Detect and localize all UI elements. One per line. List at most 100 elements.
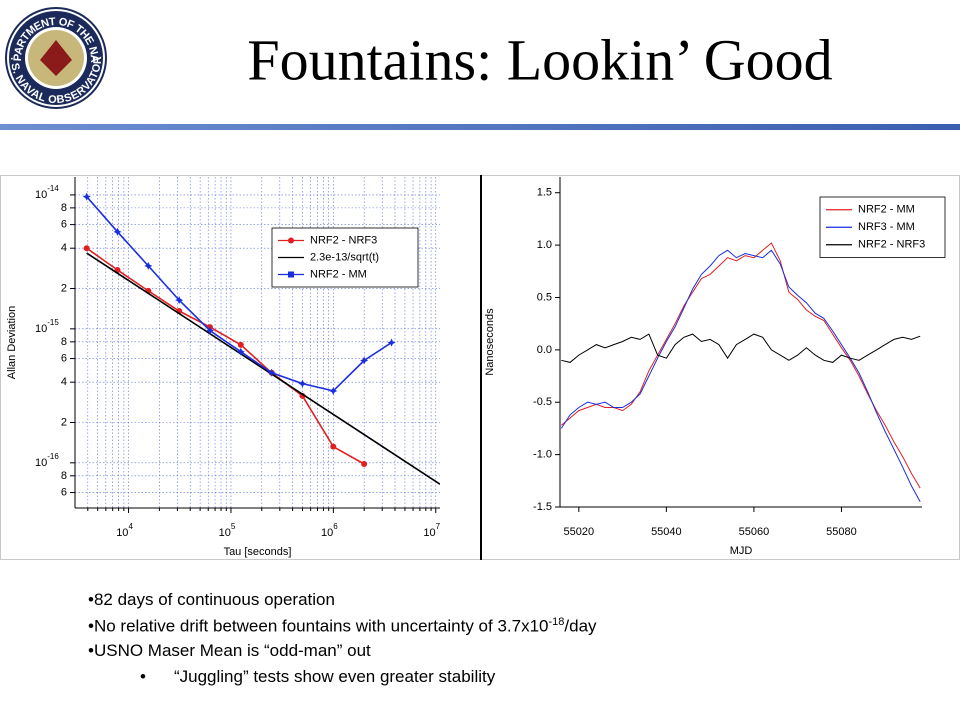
data-point bbox=[329, 386, 338, 395]
bullet-text: No relative drift between fountains with… bbox=[93, 616, 549, 636]
data-point bbox=[205, 326, 214, 335]
tick-label: 2 bbox=[61, 416, 67, 428]
tick-label: 55060 bbox=[739, 526, 770, 538]
data-point bbox=[267, 368, 276, 377]
series-line bbox=[86, 247, 365, 465]
bullet-text: “Juggling” tests show even greater stabi… bbox=[173, 666, 496, 686]
data-point bbox=[113, 227, 122, 236]
bullet-marker: • bbox=[88, 590, 94, 609]
series-line bbox=[560, 242, 921, 489]
bullet: • “Juggling” tests show even greater stab… bbox=[140, 667, 495, 687]
tick-label: 6 bbox=[61, 219, 67, 231]
bullet-marker: • bbox=[88, 616, 94, 636]
tick-label-base: 6 bbox=[61, 486, 67, 498]
data-point bbox=[175, 296, 184, 305]
tick-label: 8 bbox=[61, 336, 67, 348]
x-axis-label: MJD bbox=[730, 545, 753, 557]
y-axis-label: Allan Deviation bbox=[6, 306, 18, 379]
tick-label-base: 10 bbox=[35, 323, 47, 335]
legend-label: NRF3 - MM bbox=[858, 221, 915, 233]
tick-label-base: 10 bbox=[423, 527, 435, 539]
tick-label: 0.5 bbox=[537, 291, 552, 303]
data-point bbox=[236, 347, 245, 356]
data-point bbox=[360, 356, 369, 365]
tick-label: -1.5 bbox=[533, 501, 552, 513]
tick-label-base: 2 bbox=[61, 416, 67, 428]
data-point bbox=[82, 192, 91, 201]
legend-label: NRF2 - NRF3 bbox=[310, 234, 377, 246]
tick-label-base: 4 bbox=[61, 376, 67, 388]
tick-label-base: 10 bbox=[321, 527, 333, 539]
data-point bbox=[387, 338, 396, 347]
tick-label: 10-14 bbox=[35, 184, 59, 201]
tick-label-base: 10 bbox=[219, 527, 231, 539]
tick-label-base: 0.0 bbox=[537, 344, 552, 356]
logo: DEPARTMENT OF THE NAVY U. S. NAVAL OBSER… bbox=[0, 0, 107, 109]
legend-marker bbox=[288, 271, 294, 278]
data-point bbox=[330, 443, 337, 450]
tick-label-exponent: -16 bbox=[47, 452, 59, 461]
tick-label: 6 bbox=[61, 486, 67, 498]
plot-area bbox=[82, 192, 440, 485]
data-point bbox=[144, 261, 153, 270]
tick-label-base: 8 bbox=[61, 336, 67, 348]
bullet: •USNO Maser Mean is “odd-man” out bbox=[88, 641, 371, 661]
tick-label-exponent: -14 bbox=[47, 184, 59, 193]
tick-label: 55040 bbox=[651, 526, 682, 538]
tick-label: -1.0 bbox=[533, 449, 552, 461]
tick-label: 1.5 bbox=[537, 187, 552, 199]
tick-label-base: 6 bbox=[61, 352, 67, 364]
tick-label: 4 bbox=[61, 376, 67, 388]
tick-label: 8 bbox=[61, 202, 67, 214]
data-point bbox=[83, 245, 90, 252]
bullet: •82 days of continuous operation bbox=[88, 590, 335, 610]
bullet-marker: • bbox=[88, 641, 94, 660]
bullet-text: /day bbox=[564, 616, 597, 636]
data-point bbox=[361, 460, 368, 467]
tick-label: 107 bbox=[423, 522, 440, 539]
tick-label-base: 4 bbox=[61, 242, 67, 254]
tick-label-exponent: 7 bbox=[436, 522, 441, 531]
tick-label: 104 bbox=[116, 522, 133, 539]
legend-label: NRF2 - NRF3 bbox=[858, 239, 925, 251]
tick-label-base: 10 bbox=[35, 457, 47, 469]
legend-label: 2.3e-13/sqrt(t) bbox=[310, 251, 379, 263]
tick-label-base: 10 bbox=[116, 527, 128, 539]
tick-label-base: 8 bbox=[61, 202, 67, 214]
data-point bbox=[237, 341, 244, 348]
tick-label: 1.0 bbox=[537, 239, 552, 251]
tick-label-base: 8 bbox=[61, 470, 67, 482]
series-line bbox=[560, 249, 921, 503]
y-axis-label: Nanoseconds bbox=[484, 308, 496, 376]
legend-marker bbox=[288, 237, 294, 244]
bullet-superscript: -18 bbox=[548, 615, 565, 628]
bullet-text: USNO Maser Mean is “odd-man” out bbox=[93, 641, 371, 660]
tick-label-exponent: 5 bbox=[231, 522, 236, 531]
x-axis-label: Tau [seconds] bbox=[224, 546, 292, 558]
tick-label: 4 bbox=[61, 242, 67, 254]
bullet-text: 82 days of continuous operation bbox=[93, 590, 335, 609]
tick-label-base: 10 bbox=[35, 189, 47, 201]
tick-label-exponent: -15 bbox=[47, 318, 59, 327]
legend-label: NRF2 - MM bbox=[310, 268, 367, 280]
tick-label: 8 bbox=[61, 470, 67, 482]
tick-label: 55080 bbox=[826, 526, 857, 538]
tick-label-base: 6 bbox=[61, 219, 67, 231]
tick-label-exponent: 4 bbox=[128, 522, 133, 531]
bullet: •No relative drift between fountains wit… bbox=[88, 616, 597, 637]
series-line bbox=[86, 196, 392, 392]
tick-label: 0.0 bbox=[537, 344, 552, 356]
bullet-marker: • bbox=[140, 666, 146, 686]
tick-label: 2 bbox=[61, 282, 67, 294]
data-point bbox=[298, 379, 307, 388]
tick-label: 6 bbox=[61, 352, 67, 364]
tick-label-base: 2 bbox=[61, 282, 67, 294]
tick-label-exponent: 6 bbox=[333, 522, 338, 531]
tick-label: 105 bbox=[219, 522, 236, 539]
tick-label: 55020 bbox=[564, 526, 595, 538]
series-line bbox=[86, 252, 440, 485]
tick-label: -0.5 bbox=[533, 396, 552, 408]
tick-label: 10-16 bbox=[35, 452, 59, 469]
